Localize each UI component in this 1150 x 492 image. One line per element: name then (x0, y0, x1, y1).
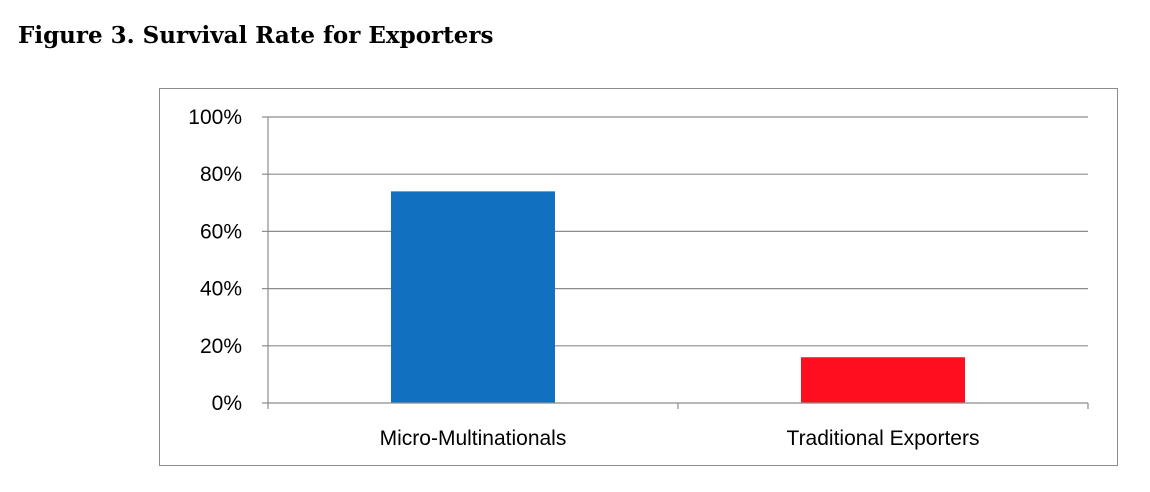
bars (391, 191, 965, 403)
axes (262, 116, 1089, 409)
x-tick-labels: Micro-Multinationals Traditional Exporter… (380, 427, 980, 450)
y-tick-label: 60% (200, 220, 242, 243)
bar (801, 357, 965, 403)
y-tick-label: 20% (200, 335, 242, 358)
y-tick-label: 0% (212, 392, 242, 415)
x-tick-label: Micro-Multinationals (380, 427, 567, 450)
figure-title: Figure 3. Survival Rate for Exporters (18, 22, 494, 49)
y-tick-label: 100% (188, 106, 242, 129)
y-tick-labels: 0% 20% 40% 60% 80% 100% (188, 106, 242, 415)
bar (391, 191, 555, 403)
y-tick-label: 40% (200, 278, 242, 301)
y-tick-label: 80% (200, 163, 242, 186)
x-tick-label: Traditional Exporters (787, 427, 980, 450)
